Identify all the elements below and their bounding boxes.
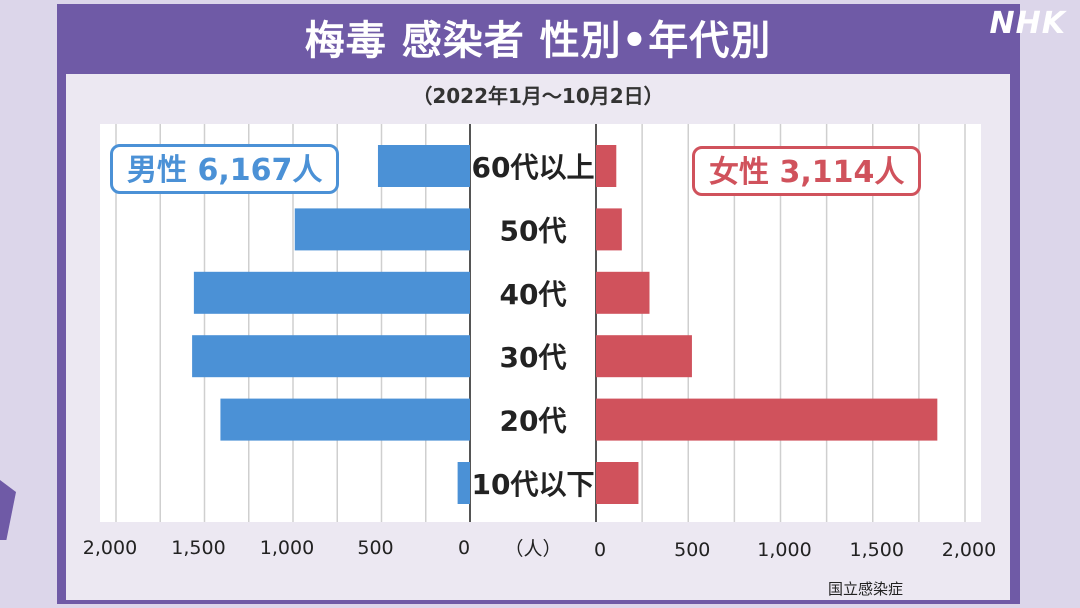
left-tick-label: 1,000 — [260, 537, 314, 559]
male-bar — [192, 335, 471, 378]
right-tick-label: 0 — [594, 539, 606, 561]
female-bar — [596, 271, 650, 314]
right-tick-label: 1,000 — [757, 539, 811, 561]
nhk-logo: NHK — [989, 6, 1066, 41]
category-label: 30代 — [500, 341, 567, 374]
left-tick-label: 500 — [357, 537, 393, 559]
category-column — [470, 124, 596, 522]
category-label: 60代以上 — [472, 151, 595, 184]
male-bar — [294, 208, 470, 251]
female-bar — [596, 145, 617, 187]
chart-subtitle: （2022年1月～10月2日） — [412, 84, 664, 108]
category-label: 50代 — [500, 214, 567, 247]
female-total-label: 女性 3,114人 — [692, 146, 922, 196]
female-bar — [596, 208, 622, 251]
left-tick-label: 1,500 — [171, 537, 225, 559]
left-tick-label: 2,000 — [83, 537, 137, 559]
male-bar — [457, 462, 470, 504]
chart-title: 梅毒 感染者 性別•年代別 — [304, 18, 772, 64]
right-tick-label: 2,000 — [942, 539, 996, 561]
female-bar — [596, 335, 692, 378]
category-label: 10代以下 — [472, 468, 595, 501]
female-bar — [596, 462, 639, 504]
male-bar — [220, 398, 470, 441]
right-tick-label: 500 — [674, 539, 710, 561]
category-label: 20代 — [500, 405, 567, 438]
source-credit: 国立感染症 — [828, 580, 904, 598]
female-bar — [596, 398, 938, 441]
left-tick-label: 0 — [458, 537, 470, 559]
unit-label: （人） — [504, 538, 561, 560]
category-label: 40代 — [500, 278, 567, 311]
right-tick-label: 1,500 — [850, 539, 904, 561]
male-total-label: 男性 6,167人 — [110, 144, 340, 194]
male-bar — [377, 145, 470, 187]
male-bar — [193, 271, 470, 314]
